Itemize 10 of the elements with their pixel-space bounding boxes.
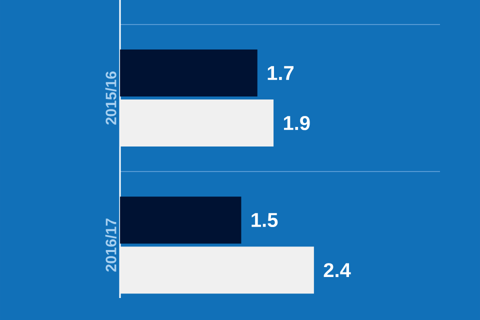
bar [120, 50, 258, 97]
y-tick-label: 2016/17 [105, 218, 116, 272]
data-label: 2.4 [324, 263, 351, 278]
bar [120, 246, 314, 294]
bar [120, 196, 242, 244]
data-label: 1.5 [252, 213, 278, 228]
bar [120, 100, 274, 147]
y-tick-label: 2015/16 [105, 72, 116, 125]
data-label: 1.9 [284, 116, 310, 130]
data-label: 1.7 [268, 66, 294, 80]
